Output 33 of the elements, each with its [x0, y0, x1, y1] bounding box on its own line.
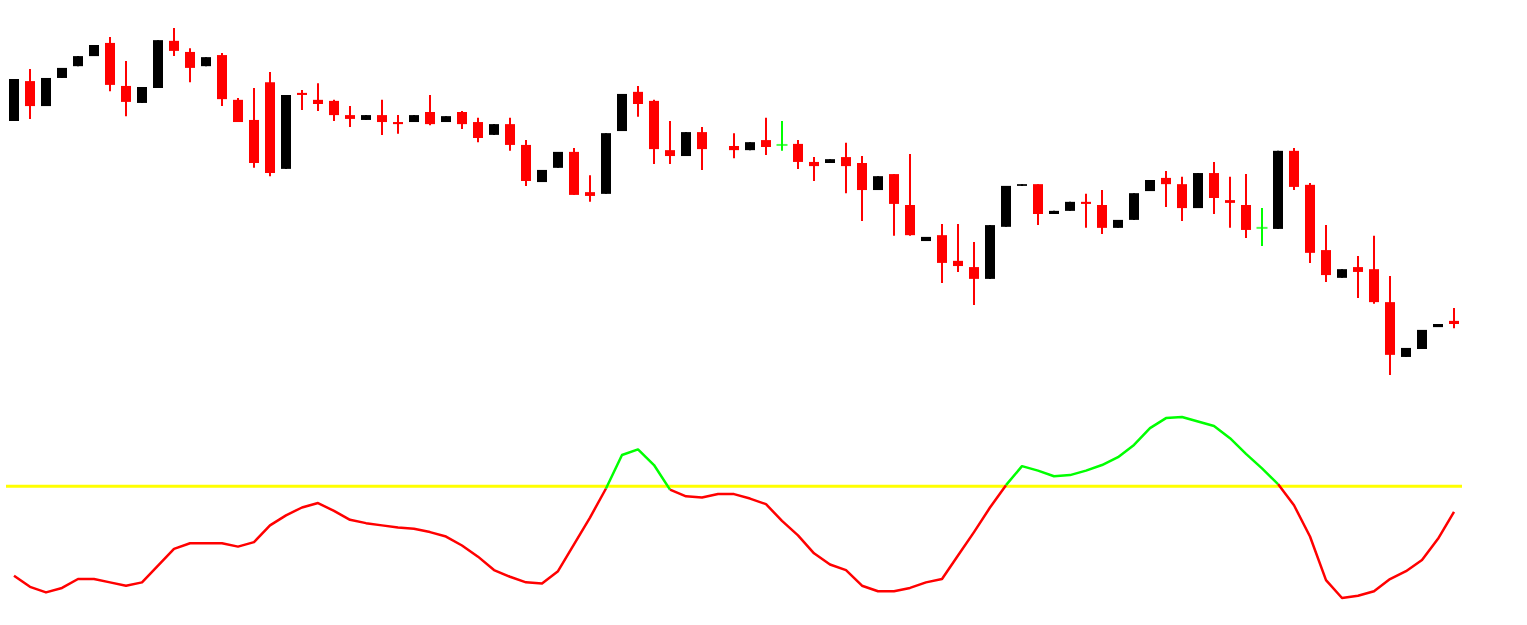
- candlestick: [585, 174, 595, 203]
- candlestick: [776, 120, 788, 152]
- candlestick: [809, 156, 819, 183]
- candlestick: [793, 139, 803, 170]
- candlestick: [1177, 175, 1187, 222]
- candlestick: [969, 241, 979, 306]
- candlestick: [1353, 254, 1363, 299]
- candlestick: [121, 59, 131, 118]
- candlestick: [953, 223, 963, 273]
- candlestick: [313, 82, 323, 112]
- candlestick: [729, 132, 739, 160]
- candlestick: [425, 93, 435, 127]
- candlestick: [1081, 192, 1091, 229]
- candlestick: [473, 116, 483, 144]
- candlestick: [633, 84, 643, 118]
- candlestick: [1161, 169, 1171, 209]
- candlestick: [457, 109, 467, 130]
- candlestick: [1225, 175, 1235, 229]
- candlestick: [1449, 307, 1459, 330]
- candlestick: [393, 114, 403, 135]
- candlestick: [841, 141, 851, 195]
- candlestick: [665, 120, 675, 166]
- candlestick: [377, 98, 387, 136]
- candlestick: [185, 47, 195, 84]
- candlestick: [297, 89, 307, 111]
- candlestick: [761, 116, 771, 156]
- candlestick: [505, 116, 515, 152]
- candlestick: [1256, 207, 1268, 247]
- candlestick: [697, 125, 707, 171]
- candlestick: [1097, 189, 1107, 236]
- candlestick: [169, 27, 179, 58]
- candlestick: [345, 105, 355, 128]
- candlestick: [329, 98, 339, 122]
